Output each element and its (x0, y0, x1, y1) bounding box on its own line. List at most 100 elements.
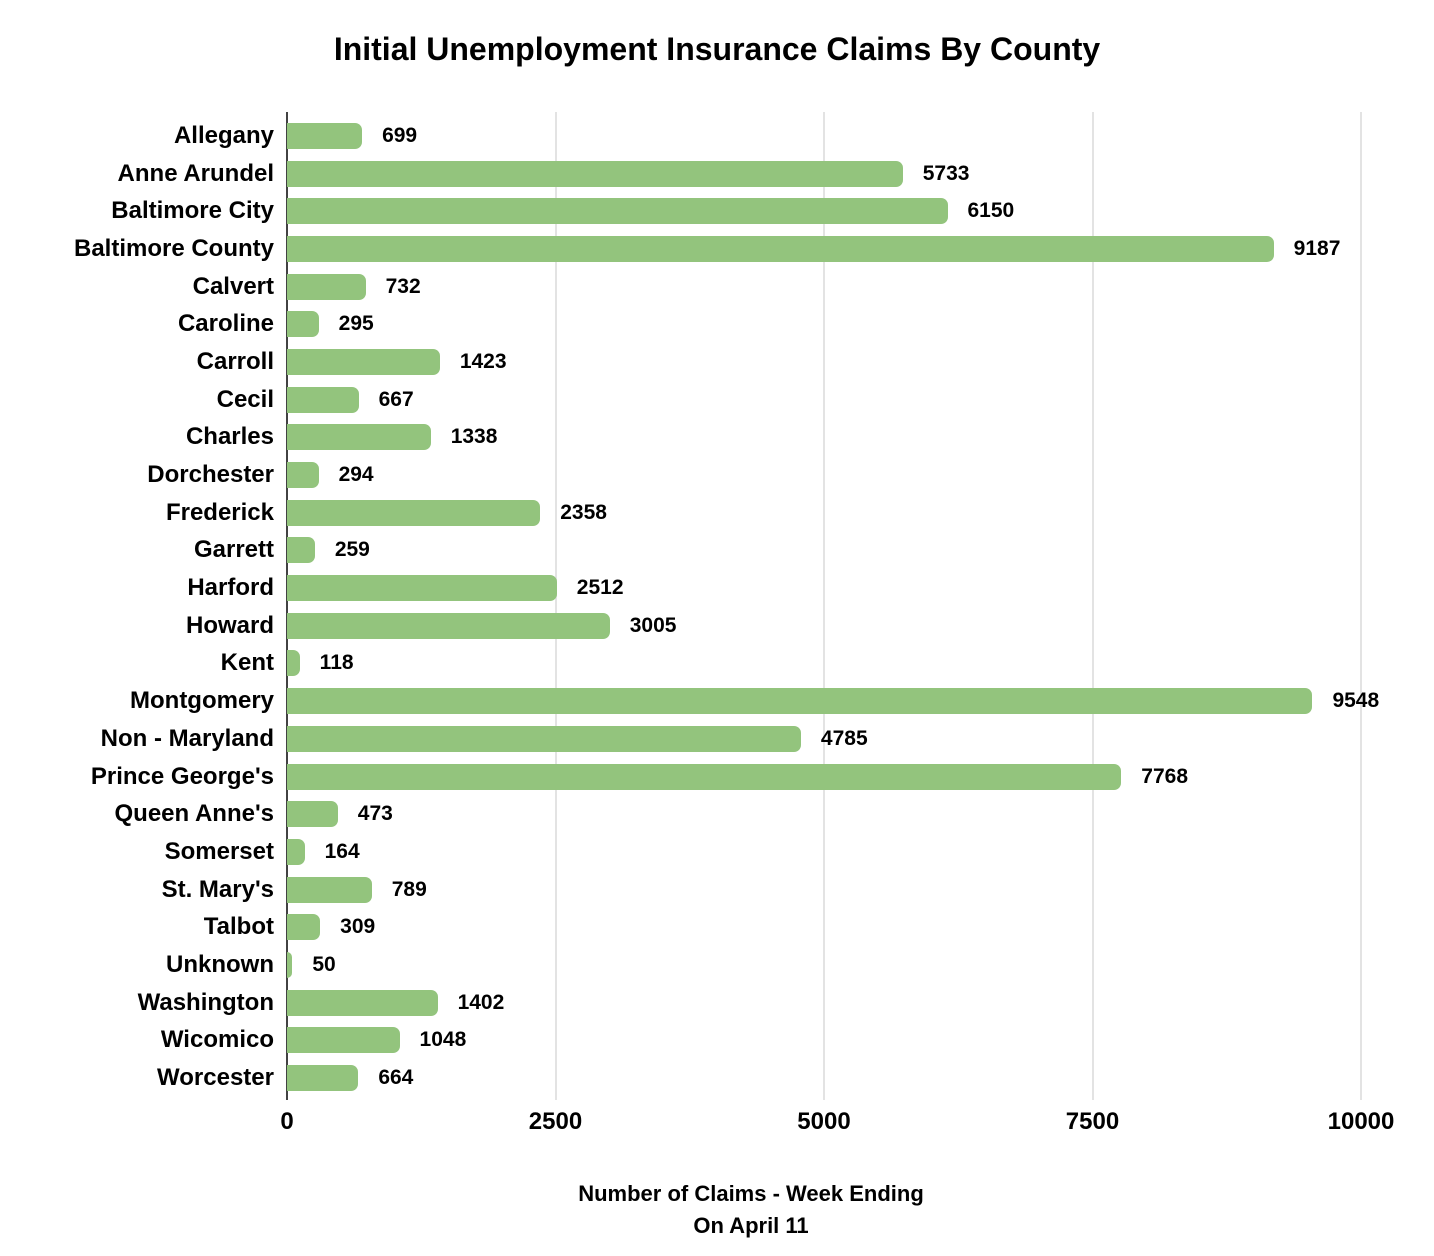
bar-row: 7768 (287, 758, 1361, 796)
bar (287, 160, 903, 187)
category-label: Talbot (203, 913, 274, 941)
bar (287, 1027, 400, 1054)
category-label: Prince George's (90, 762, 274, 790)
bar (287, 612, 610, 639)
bar-value-label: 9187 (1293, 236, 1341, 260)
x-tick-label: 10000 (1327, 1108, 1395, 1135)
category-label: Somerset (164, 837, 274, 865)
bar (287, 951, 293, 978)
category-label: Carroll (196, 347, 274, 375)
category-label: Garrett (193, 536, 274, 564)
bar-row: 259 (287, 532, 1361, 570)
bar-row: 295 (287, 305, 1361, 343)
bar (287, 424, 431, 451)
category-label: Washington (137, 988, 274, 1016)
bar (287, 914, 321, 941)
bar-row: 294 (287, 456, 1361, 494)
bar (287, 688, 1313, 715)
bar (287, 725, 801, 752)
bar-value-label: 1423 (459, 349, 507, 373)
bar-row: 9548 (287, 682, 1379, 720)
x-tick-label: 0 (280, 1108, 294, 1135)
bar-row: 667 (287, 381, 1361, 419)
bar-value-label: 473 (357, 802, 393, 826)
category-label: Anne Arundel (117, 159, 274, 187)
bar (287, 989, 438, 1016)
bar-row: 732 (287, 268, 1361, 306)
gridline (823, 112, 825, 1100)
bar-row: 6150 (287, 192, 1361, 230)
bar (287, 650, 300, 677)
bar (287, 499, 541, 526)
chart-title: Initial Unemployment Insurance Claims By… (333, 31, 1101, 67)
x-axis-title: Number of Claims - Week Ending On April … (578, 1178, 924, 1242)
bar-row: 1338 (287, 419, 1361, 457)
y-axis-line (286, 112, 288, 1100)
bar-value-label: 7768 (1141, 764, 1188, 788)
bar-row: 1048 (287, 1022, 1361, 1060)
bar (287, 876, 372, 903)
bar-row: 664 (287, 1059, 1361, 1097)
category-label: Calvert (192, 272, 274, 300)
bar-row: 118 (287, 645, 1361, 683)
category-label: Charles (185, 423, 274, 451)
bar (287, 386, 359, 413)
bar-row: 2358 (287, 494, 1361, 532)
bar-value-label: 5733 (922, 161, 970, 185)
bar-row: 5733 (287, 155, 1361, 193)
bar-value-label: 732 (385, 274, 421, 298)
bar-value-label: 3005 (629, 613, 677, 637)
bar-value-label: 259 (334, 538, 370, 562)
bar-value-label: 1402 (457, 990, 505, 1014)
x-tick-label: 5000 (797, 1108, 851, 1135)
category-label: Dorchester (147, 461, 274, 489)
category-label: Baltimore County (73, 234, 274, 262)
category-label: Caroline (177, 310, 274, 338)
bar-value-label: 295 (338, 312, 374, 336)
x-axis-title-line-2: On April 11 (693, 1213, 809, 1238)
bar-value-label: 4785 (820, 726, 868, 750)
bar (287, 273, 366, 300)
category-label: St. Mary's (161, 875, 274, 903)
category-label: Queen Anne's (114, 800, 274, 828)
bars-layer: 699 5733 6150 9187 732 295 1423 667 1338 294 2358 2… (287, 117, 1379, 1097)
bar (287, 801, 338, 828)
category-label: Cecil (216, 385, 274, 413)
bar-value-label: 6150 (967, 199, 1015, 223)
bar-value-label: 1048 (419, 1028, 467, 1052)
bar-value-label: 164 (324, 839, 360, 863)
bar (287, 1065, 359, 1092)
bar-row: 3005 (287, 607, 1361, 645)
bar-value-label: 50 (312, 952, 336, 976)
x-axis-title-line-1: Number of Claims - Week Ending (578, 1181, 924, 1206)
bar-value-label: 2358 (560, 500, 607, 524)
bar-value-label: 667 (378, 387, 414, 411)
bar (287, 838, 305, 865)
bar (287, 462, 319, 489)
category-label: Wicomico (160, 1026, 274, 1054)
bar (287, 122, 363, 149)
category-label: Baltimore City (111, 197, 274, 225)
bar (287, 537, 315, 564)
bar-value-label: 664 (378, 1066, 414, 1090)
category-label: Harford (187, 574, 274, 602)
bar-row: 9187 (287, 230, 1361, 268)
category-label: Unknown (166, 950, 274, 978)
grid-layer (286, 112, 1362, 1100)
category-label: Worcester (157, 1064, 274, 1092)
bar-value-label: 9548 (1332, 689, 1380, 713)
gridline (554, 112, 557, 1100)
category-label: Montgomery (130, 687, 274, 715)
bar-row: 1423 (287, 343, 1361, 381)
bar-row: 4785 (287, 720, 1361, 758)
x-axis: 0 2500 5000 7500 10000 (280, 1108, 1394, 1142)
bar-row: 309 (287, 908, 1361, 946)
bar-row: 164 (287, 833, 1361, 871)
bar-value-label: 789 (391, 877, 427, 901)
bar-row: 1402 (287, 984, 1361, 1022)
bar (287, 235, 1274, 262)
bar-row: 50 (287, 946, 1361, 984)
bar (287, 198, 948, 225)
category-label: Non - Maryland (100, 724, 274, 752)
